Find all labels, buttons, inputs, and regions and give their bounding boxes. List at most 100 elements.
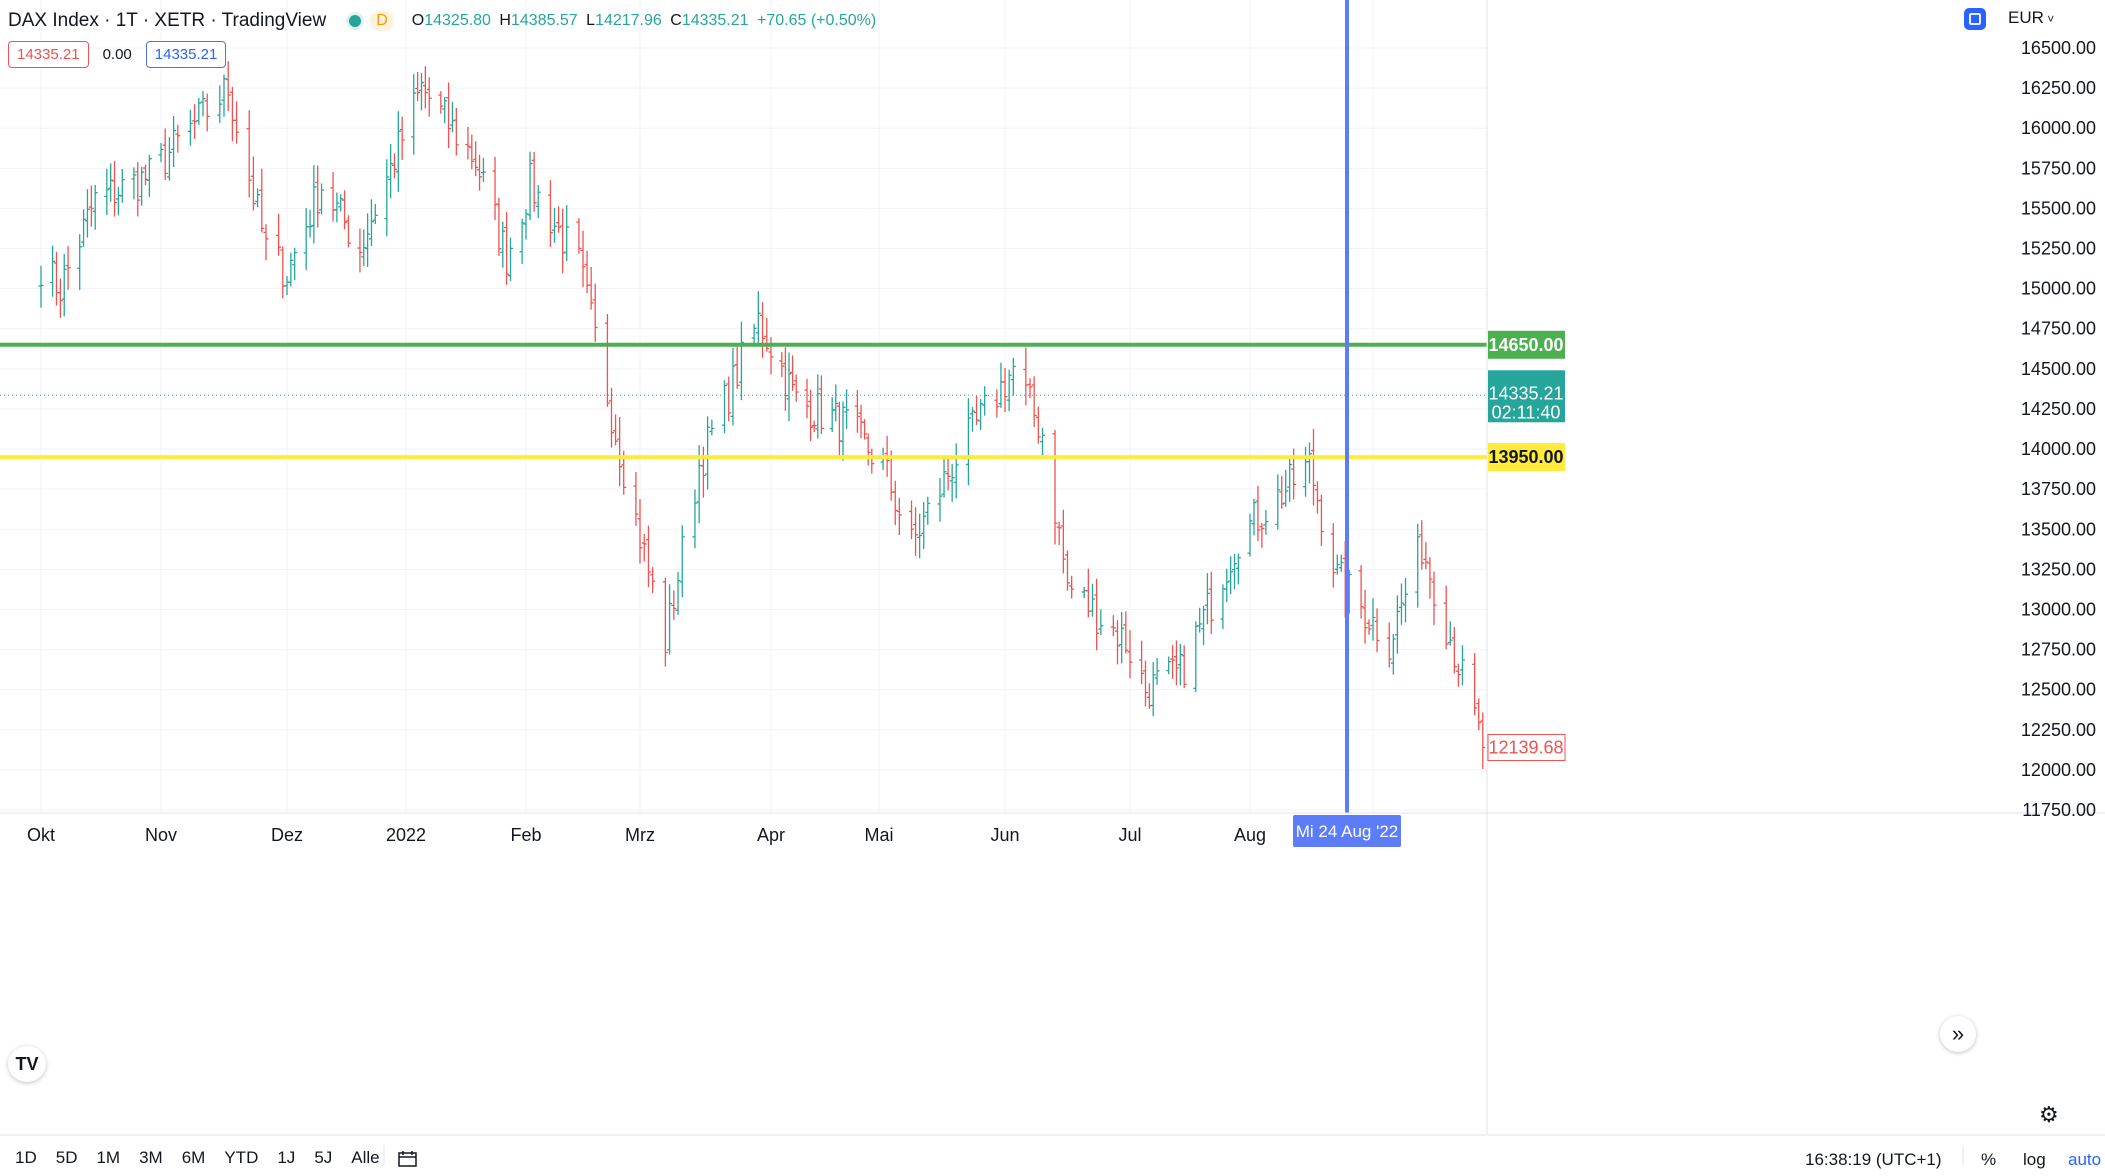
ohlc-bar [1201,605,1207,646]
ohlc-bar [722,380,728,433]
y-tick-label: 14000.00 [2021,439,2096,459]
x-tick-label: Apr [757,825,785,845]
range-6m[interactable]: 6M [181,1148,206,1167]
ohlc-bar [650,567,656,594]
ohlc-bar [1085,568,1091,618]
ohlc-bar [588,266,594,310]
horizontal-lines[interactable] [0,342,1487,460]
gear-icon[interactable]: ⚙ [2039,1102,2059,1127]
ohlc-bar [422,66,428,109]
object-tree-icon[interactable] [1964,8,1986,30]
ohlc-bar [442,97,448,124]
x-tick-label: Feb [510,825,541,845]
ohlc-bar [1094,578,1100,651]
ohlc-bar [1370,598,1376,641]
ohlc-bar [284,276,290,296]
ohlc-bar [292,247,298,280]
ohlc-bar [1056,521,1062,545]
ohlc-bar [1119,611,1125,664]
symbol-title[interactable]: DAX Index · 1T · XETR · TradingView [8,10,327,31]
ohlc-bar [808,389,814,442]
ohlc-bar [143,164,149,186]
ohlc-bar [108,163,114,202]
range-alle[interactable]: Alle [351,1148,380,1167]
ohlc-bar [645,525,651,588]
ohlc-bar [469,134,475,170]
log-scale-toggle[interactable]: log [2023,1150,2046,1169]
ohlc-bar [667,584,673,655]
ohlc-bar [786,352,792,422]
ohlc-bar [365,213,371,268]
ohlc-bar [372,203,378,225]
ohlc-bar [330,172,336,222]
range-3m[interactable]: 3M [139,1148,163,1167]
y-tick-label: 16500.00 [2021,38,2096,58]
ohlc-bar [1197,607,1203,633]
ohlc-bar [500,221,506,268]
ohlc-bar [1220,584,1226,630]
ohlc-bar [1431,571,1437,626]
ohlc-bar [519,218,525,265]
ohlc-bar [1006,369,1012,412]
range-1d[interactable]: 1D [15,1148,37,1167]
y-tick-label: 15000.00 [2021,279,2096,299]
ohlc-bar [782,347,788,411]
ohlc-bar [1394,595,1400,654]
range-5j[interactable]: 5J [314,1148,333,1167]
ohlc-bar [535,185,541,218]
y-tick-label: 13500.00 [2021,519,2096,539]
ohlc-bar [982,386,988,416]
ohlc-bar [793,374,799,402]
y-tick-label: 14250.00 [2021,399,2096,419]
y-tick-label: 12750.00 [2021,640,2096,660]
ohlc-bar [1283,469,1289,507]
x-tick-label: Dez [271,825,303,845]
currency-selector[interactable]: EUR ˅ [2008,8,2054,28]
calendar-icon[interactable] [398,1150,420,1168]
y-tick-label: 12500.00 [2021,680,2096,700]
clock-timezone[interactable]: 16:38:19 (UTC+1) [1805,1150,1942,1169]
x-tick-label: Jun [990,825,1019,845]
range-5d[interactable]: 5D [55,1148,78,1167]
range-ytd[interactable]: YTD [224,1148,259,1167]
ohlc-bar [1275,474,1281,530]
ohlc-bar [492,156,498,221]
ohlc-bar [1027,378,1033,399]
ohlc-bar [1110,615,1116,637]
y-tick-label: 15250.00 [2021,239,2096,259]
ohlc-bar [818,375,824,435]
ohlc-bar [246,110,252,198]
ohlc-bar [892,480,898,526]
ohlc-bar [234,101,240,144]
sell-button[interactable]: 14335.21 [8,41,89,68]
ohlc-bar [307,209,313,238]
ohlc-bar [547,180,553,247]
ohlc-bar [1247,513,1253,557]
ohlc-bar [162,128,168,180]
change-value: +70.65 (+0.50%) [757,12,877,29]
ohlc-bar [564,205,570,261]
ohlc-bar [1040,427,1045,457]
ohlc-bar [738,321,744,401]
ohlc-bar [1314,481,1320,514]
buy-button[interactable]: 14335.21 [145,41,227,68]
range-1m[interactable]: 1M [96,1148,121,1167]
ohlc-bar [1232,553,1238,590]
ohlc-bar [1142,660,1148,707]
auto-scale-toggle[interactable]: auto [2068,1150,2102,1169]
tradingview-logo-icon[interactable]: TV [8,1046,46,1082]
scroll-to-realtime-icon[interactable]: » [1940,1016,1976,1052]
ohlc-bar [1366,619,1372,635]
ohlc-bar [77,234,83,290]
percent-scale-toggle[interactable]: % [1981,1150,1997,1169]
ohlc-bar [92,184,98,230]
ohlc-bar [61,253,67,317]
range-1j[interactable]: 1J [277,1148,296,1167]
ohlc-bar [811,420,817,433]
ohlc-bars [0,61,1487,769]
ohlc-bar [1031,376,1037,428]
line-price-box [1488,330,1565,359]
high-label: H [499,12,511,29]
ohlc-bar [200,91,206,117]
